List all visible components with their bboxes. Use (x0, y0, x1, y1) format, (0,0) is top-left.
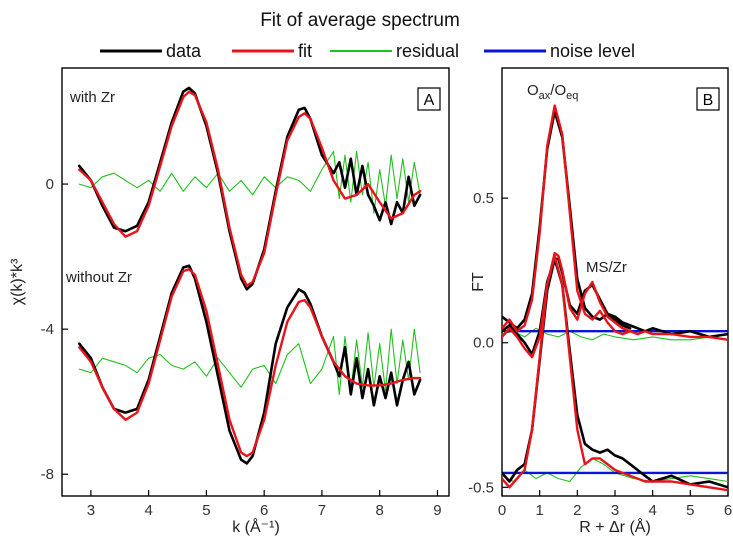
a-x-tick-label: 7 (318, 502, 326, 519)
panel-b-label: B (703, 92, 714, 109)
b-x-tick-label: 2 (573, 502, 581, 519)
b-series-fit-without-zr-magnitude (502, 254, 728, 492)
a-x-tick-label: 8 (376, 502, 384, 519)
panel-a-frame (61, 67, 450, 497)
panel-b-y-axis-label: FT (470, 272, 487, 292)
annotation-with-zr: with Zr (69, 89, 115, 106)
annotation-o-2: /O (550, 82, 566, 99)
panel-a-y-axis-label: χ(k)*k³ (9, 258, 26, 305)
a-series-fit-with-zr (78, 90, 422, 287)
b-series-fit-with-zr-magnitude (502, 104, 728, 341)
b-x-tick-label: 3 (611, 502, 619, 519)
legend-label-noise-level: noise level (550, 41, 635, 61)
a-series-data-with-zr (78, 86, 422, 291)
b-x-tick-label: 0 (498, 502, 506, 519)
legend-label-data: data (166, 41, 202, 61)
panel-a-label: A (424, 92, 435, 109)
panel-b-plot: 0 1 2 3 4 5 6 0.5 0.0 -0.5 B Oax/Oeq MS/Zr R + Δ… (468, 67, 732, 536)
b-x-tick-label: 6 (724, 502, 732, 519)
panel-b-frame (501, 67, 729, 497)
a-series-fit-without-zr (78, 268, 422, 458)
a-x-tick-label: 9 (433, 502, 441, 519)
legend: data fit residual noise level (100, 41, 635, 61)
a-y-tick-label: 0 (46, 176, 54, 193)
legend-label-residual: residual (396, 41, 459, 61)
panel-a-label-box (417, 87, 441, 111)
b-x-tick-label: 4 (648, 502, 656, 519)
a-y-tick-label: -8 (41, 466, 54, 483)
b-x-tick-label: 5 (686, 502, 694, 519)
b-y-tick-label: -0.5 (468, 479, 494, 496)
b-series-data-with-zr-magnitude (502, 110, 728, 339)
b-series-data-without-zr-magnitude (502, 257, 728, 489)
b-y-tick-label: 0.0 (473, 335, 494, 352)
b-series-fit-with-zr-imaginary-part (502, 251, 632, 359)
b-y-tick-label: 0.5 (473, 190, 494, 207)
panel-b-label-box (696, 87, 720, 111)
a-x-tick-label: 4 (144, 502, 152, 519)
a-x-tick-label: 3 (87, 502, 95, 519)
annotation-oax-oeq: Oax/Oeq (527, 82, 578, 102)
annotation-o-1: O (527, 82, 539, 99)
a-x-tick-label: 5 (202, 502, 210, 519)
legend-label-fit: fit (298, 41, 312, 61)
panel-a-plot: 3 4 5 6 7 8 9 0 -4 -8 A with Zr without Zr k (Å⁻… (9, 67, 450, 536)
a-series-data-without-zr (78, 264, 422, 465)
a-y-tick-label: -4 (41, 321, 54, 338)
panel-b-x-axis-label: R + Δr (Å) (579, 517, 651, 536)
annotation-subscript-ax: ax (539, 90, 551, 102)
annotation-subscript-eq: eq (566, 90, 578, 102)
a-x-tick-label: 6 (260, 502, 268, 519)
b-x-tick-label: 1 (535, 502, 543, 519)
annotation-ms-zr: MS/Zr (586, 259, 627, 276)
panel-a-x-axis-label: k (Å⁻¹) (232, 517, 280, 536)
annotation-without-zr: without Zr (65, 269, 132, 286)
a-series-residual-without-zr (78, 328, 421, 395)
a-series-residual-with-zr (78, 150, 421, 214)
chart-title: Fit of average spectrum (260, 10, 460, 31)
